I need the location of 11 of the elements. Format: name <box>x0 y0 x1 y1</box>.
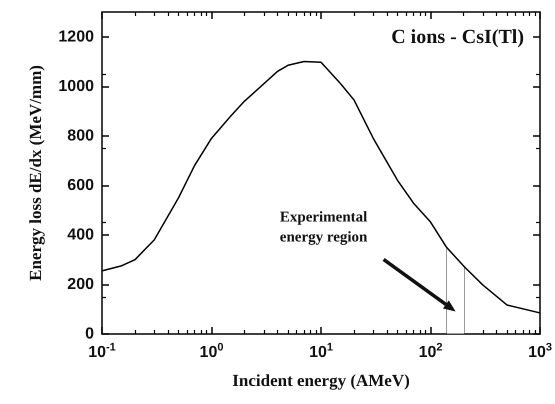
x-axis-title: Incident energy (AMeV) <box>232 371 410 390</box>
y-tick-label: 600 <box>67 176 94 194</box>
y-tick-label: 1200 <box>58 28 94 46</box>
y-tick-label: 400 <box>67 226 94 244</box>
y-axis-title: Energy loss dE/dx (MeV/mm) <box>26 65 45 281</box>
y-tick-label: 1000 <box>58 78 94 95</box>
y-tick-label: 800 <box>67 127 94 144</box>
text: C ions - CsI(Tl) <box>391 26 524 48</box>
y-tick-label: 200 <box>67 276 94 293</box>
band-label: Experimental energy region <box>280 209 368 246</box>
y-tick-label: 0 <box>85 326 94 342</box>
